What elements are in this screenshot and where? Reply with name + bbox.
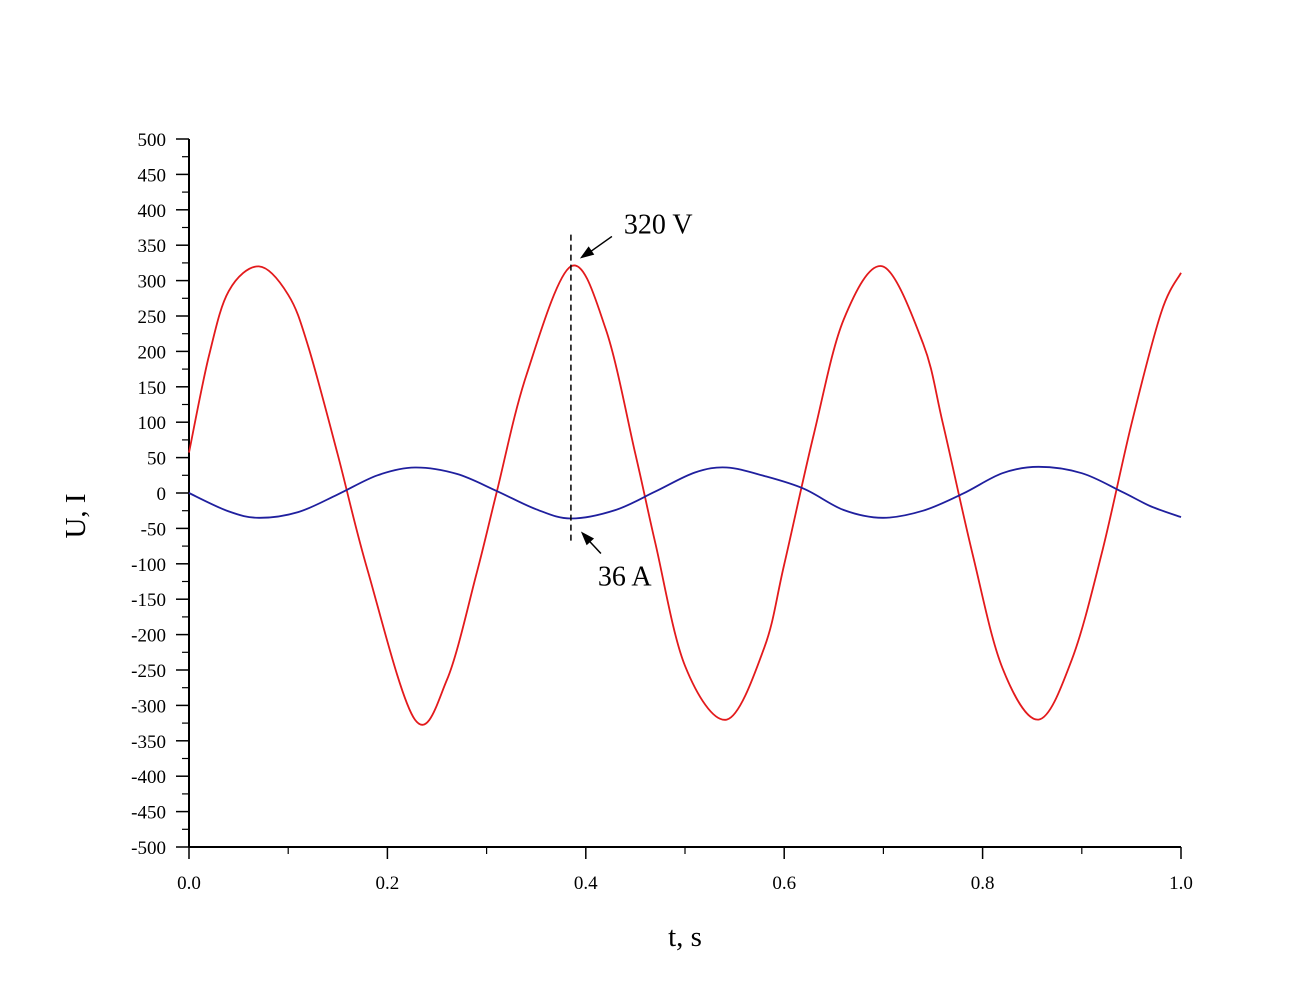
y-tick-label: -250 <box>131 661 166 682</box>
x-tick-label: 0.4 <box>574 873 598 894</box>
y-tick-label: -450 <box>131 803 166 824</box>
series-line-1 <box>188 264 1182 726</box>
plot-area <box>188 264 1182 726</box>
y-tick-label: -500 <box>131 838 166 859</box>
x-tick-label: 0.8 <box>971 873 995 894</box>
series-line-2 <box>188 465 1182 520</box>
annotation-arrow-head <box>579 246 595 259</box>
y-tick-label: -150 <box>131 590 166 611</box>
axes <box>188 139 1181 848</box>
y-tick-label: 200 <box>138 342 167 363</box>
y-tick-label: 50 <box>147 449 166 470</box>
annotations: 320 V 36 A <box>570 209 693 592</box>
x-tick-label: 0.2 <box>376 873 400 894</box>
y-tick-label: 250 <box>138 307 167 328</box>
y-tick-label: 0 <box>157 484 167 505</box>
ticks: -500-450-400-350-300-250-200-150-100-500… <box>131 130 1193 894</box>
y-tick-label: 300 <box>138 272 167 293</box>
y-tick-label: -100 <box>131 555 166 576</box>
y-axis-label: U, I <box>60 493 92 538</box>
y-tick-label: 450 <box>138 165 167 186</box>
x-tick-label: 0.0 <box>177 873 201 894</box>
y-tick-label: -50 <box>141 519 166 540</box>
y-tick-label: -400 <box>131 767 166 788</box>
x-tick-label: 1.0 <box>1169 873 1193 894</box>
y-tick-label: 400 <box>138 201 167 222</box>
annotation-arrow-line <box>587 235 613 255</box>
annotation-label: 320 V <box>624 209 693 240</box>
y-tick-label: 150 <box>138 378 167 399</box>
y-tick-label: 500 <box>138 130 167 151</box>
x-axis-label: t, s <box>668 921 702 953</box>
annotation-label: 36 A <box>598 561 652 592</box>
y-tick-label: -350 <box>131 732 166 753</box>
y-tick-label: -300 <box>131 696 166 717</box>
y-tick-label: 100 <box>138 413 167 434</box>
x-tick-label: 0.6 <box>772 873 796 894</box>
y-tick-label: 350 <box>138 236 167 257</box>
y-tick-label: -200 <box>131 626 166 647</box>
annotation-arrow-head <box>580 531 595 546</box>
